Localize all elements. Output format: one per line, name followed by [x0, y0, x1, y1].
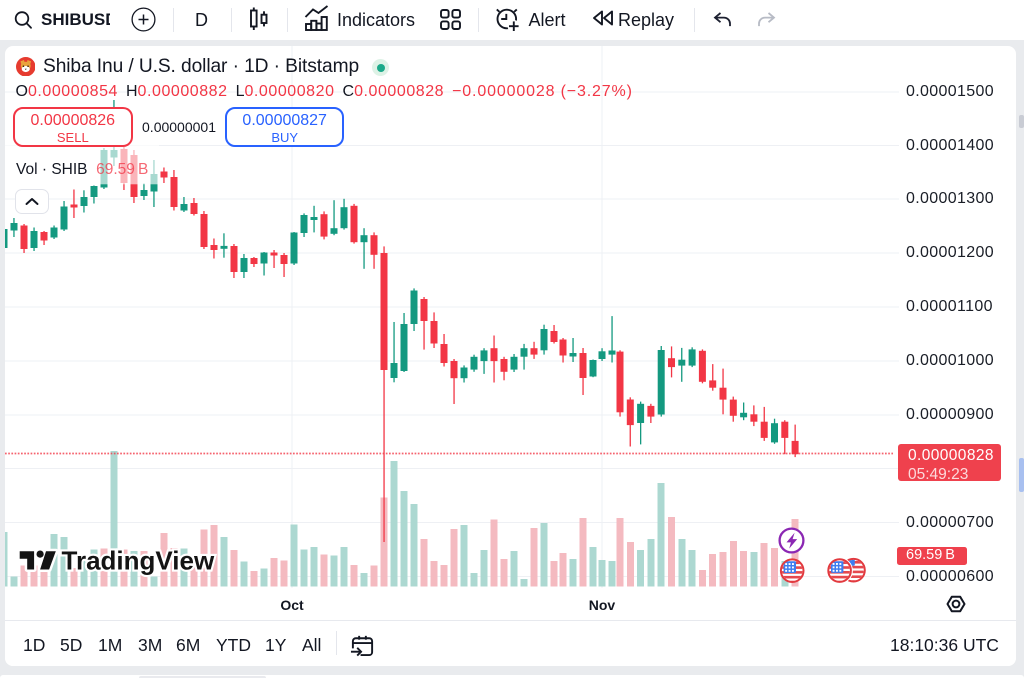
svg-text:TradingView: TradingView — [62, 546, 215, 576]
